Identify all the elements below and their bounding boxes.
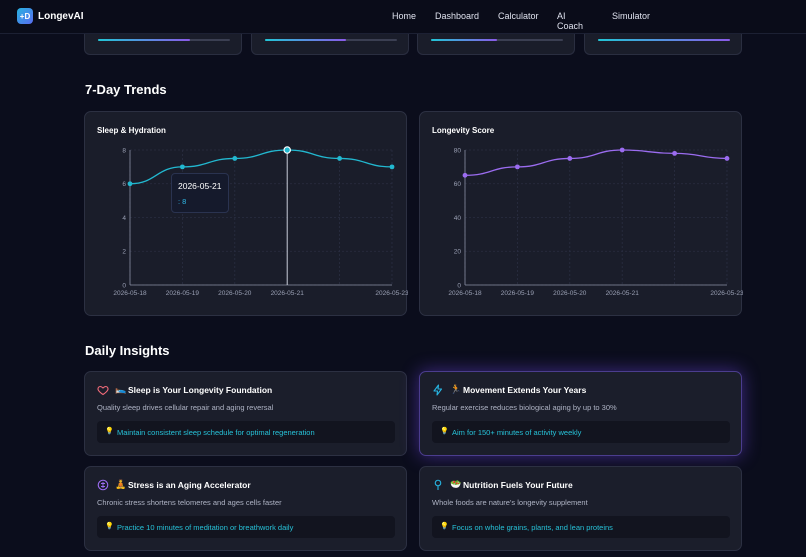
- stat-progress-track: [265, 39, 397, 41]
- logo-icon: +D: [17, 8, 33, 24]
- bed-emoji-icon: 🛌: [115, 384, 127, 394]
- y-tick-label: 6: [122, 181, 126, 188]
- insight-card-sleep: 🛌 Sleep is Your Longevity Foundation Qua…: [84, 371, 407, 456]
- stat-progress-track: [598, 39, 730, 41]
- y-tick-label: 4: [122, 215, 126, 222]
- x-tick-label: 2026-05-20: [218, 290, 252, 297]
- data-point[interactable]: [180, 164, 185, 170]
- sleep-chart-card: Sleep & Hydration 0 2 4 6 8 2026-05-18 2026-05…: [84, 111, 408, 317]
- stat-progress-fill: [431, 39, 497, 41]
- insight-tip: 💡 Aim for 150+ minutes of activity weekl…: [432, 421, 730, 443]
- data-point[interactable]: [724, 156, 730, 161]
- y-tick-label: 20: [454, 249, 462, 256]
- nav-link-ai-coach[interactable]: AI Coach: [557, 11, 584, 31]
- top-navbar: +D LongevAI Home Dashboard Calculator AI…: [0, 0, 806, 34]
- longevity-chart[interactable]: 0 20 40 60 80 2026-05-18 2026-05-19 2026-05-20 2…: [420, 112, 743, 317]
- brain-icon: [97, 479, 109, 491]
- chart-title: Sleep & Hydration: [97, 126, 166, 135]
- data-point[interactable]: [619, 147, 625, 153]
- stat-progress-fill: [265, 39, 346, 41]
- series-line: [464, 149, 728, 176]
- longevity-chart-card: Longevity Score 0 20 40 60 80 2026-05-18 2026-…: [419, 111, 743, 317]
- tip-text: Practice 10 minutes of meditation or bre…: [117, 523, 294, 532]
- pin-icon: [434, 479, 442, 490]
- data-point[interactable]: [127, 181, 133, 187]
- salad-emoji-icon: 🥗: [450, 479, 462, 489]
- stat-progress-track: [98, 39, 230, 41]
- lightbulb-icon: 💡: [105, 523, 114, 530]
- lightbulb-icon: 💡: [440, 428, 449, 435]
- x-tick-label: 2026-05-23: [710, 290, 743, 297]
- lightbulb-icon: 💡: [105, 428, 114, 435]
- x-tick-label: 2026-05-18: [448, 290, 482, 297]
- meditation-emoji-icon: 🧘: [115, 479, 127, 489]
- insight-title: Movement Extends Your Years: [463, 385, 587, 395]
- y-tick-label: 8: [122, 147, 126, 154]
- insight-tip: 💡 Maintain consistent sleep schedule for…: [97, 421, 395, 443]
- y-tick-label: 0: [457, 282, 461, 289]
- x-tick-label: 2026-05-19: [501, 290, 535, 297]
- sleep-chart[interactable]: 0 2 4 6 8 2026-05-18 2026-05-19 2026-05-20 2026-…: [85, 112, 408, 317]
- lightning-icon: [433, 384, 443, 396]
- nav-link-home[interactable]: Home: [392, 11, 417, 21]
- insight-title: Nutrition Fuels Your Future: [463, 480, 573, 490]
- tip-text: Maintain consistent sleep schedule for o…: [117, 428, 315, 437]
- brand[interactable]: +D LongevAI: [17, 8, 84, 24]
- nav-link-simulator[interactable]: Simulator: [612, 11, 651, 21]
- insights-title: Daily Insights: [85, 343, 170, 358]
- trends-title: 7-Day Trends: [85, 82, 167, 97]
- nav-link-dashboard[interactable]: Dashboard: [435, 11, 480, 21]
- insight-title: Stress is an Aging Accelerator: [128, 480, 251, 490]
- insight-description: Regular exercise reduces biological agin…: [432, 403, 617, 412]
- insight-description: Chronic stress shortens telomeres and ag…: [97, 498, 282, 507]
- insight-card-movement: 🏃 Movement Extends Your Years Regular ex…: [419, 371, 742, 456]
- insight-tip: 💡 Focus on whole grains, plants, and lea…: [432, 516, 730, 538]
- x-tick-label: 2026-05-19: [166, 290, 200, 297]
- chart-title: Longevity Score: [432, 126, 495, 135]
- x-tick-label: 2026-05-21: [606, 290, 640, 297]
- insight-description: Whole foods are nature's longevity suppl…: [432, 498, 588, 507]
- data-point[interactable]: [337, 156, 342, 161]
- data-point[interactable]: [567, 156, 573, 161]
- stat-progress-fill: [98, 39, 191, 41]
- x-tick-label: 2026-05-21: [271, 290, 305, 297]
- data-point[interactable]: [232, 156, 238, 161]
- insight-card-stress: 🧘 Stress is an Aging Accelerator Chronic…: [84, 466, 407, 551]
- tooltip-date: 2026-05-21: [178, 181, 222, 191]
- insight-title: Sleep is Your Longevity Foundation: [128, 385, 273, 395]
- insight-description: Quality sleep drives cellular repair and…: [97, 403, 274, 412]
- y-tick-label: 60: [454, 181, 462, 188]
- x-tick-label: 2026-05-23: [375, 290, 408, 297]
- y-tick-label: 2: [122, 249, 126, 256]
- tip-text: Aim for 150+ minutes of activity weekly: [452, 428, 582, 437]
- runner-emoji-icon: 🏃: [450, 384, 462, 394]
- data-point[interactable]: [283, 146, 292, 154]
- insight-card-nutrition: 🥗 Nutrition Fuels Your Future Whole food…: [419, 466, 742, 551]
- brand-name: LongevAI: [38, 10, 84, 22]
- x-tick-label: 2026-05-20: [553, 290, 587, 297]
- stat-progress-fill: [598, 39, 730, 41]
- stat-progress-track: [431, 39, 563, 41]
- chart-tooltip: 2026-05-21 : 8: [171, 173, 229, 213]
- y-tick-label: 80: [454, 147, 462, 154]
- y-tick-label: 0: [122, 282, 126, 289]
- heart-icon: [97, 385, 109, 396]
- nav-link-calculator[interactable]: Calculator: [498, 11, 539, 21]
- series-line: [129, 149, 393, 185]
- data-point[interactable]: [389, 164, 395, 170]
- data-point[interactable]: [672, 150, 677, 156]
- data-point[interactable]: [462, 172, 468, 178]
- y-tick-label: 40: [454, 215, 462, 222]
- tooltip-value: : 8: [178, 197, 187, 206]
- lightbulb-icon: 💡: [440, 523, 449, 530]
- data-point[interactable]: [515, 164, 520, 170]
- insight-tip: 💡 Practice 10 minutes of meditation or b…: [97, 516, 395, 538]
- x-tick-label: 2026-05-18: [113, 290, 147, 297]
- tip-text: Focus on whole grains, plants, and lean …: [452, 523, 613, 532]
